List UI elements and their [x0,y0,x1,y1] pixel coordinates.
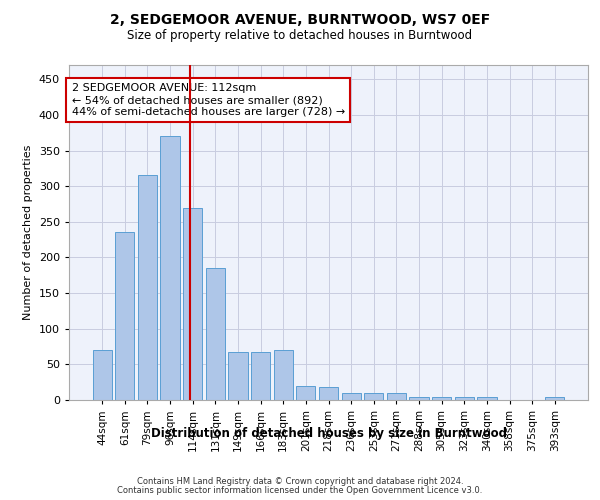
Bar [274,350,293,400]
Bar [229,352,248,400]
Y-axis label: Number of detached properties: Number of detached properties [23,145,33,320]
Text: 2, SEDGEMOOR AVENUE, BURNTWOOD, WS7 0EF: 2, SEDGEMOOR AVENUE, BURNTWOOD, WS7 0EF [110,12,490,26]
Bar [319,387,338,400]
Bar [206,268,225,400]
Bar [409,397,428,400]
Bar [251,352,270,400]
Bar [387,393,406,400]
Bar [432,397,451,400]
Bar [296,386,316,400]
Bar [341,393,361,400]
Bar [183,208,202,400]
Bar [364,393,383,400]
Bar [115,232,134,400]
Text: Size of property relative to detached houses in Burntwood: Size of property relative to detached ho… [127,29,473,42]
Bar [92,350,112,400]
Bar [545,397,565,400]
Bar [138,175,157,400]
Bar [160,136,180,400]
Text: 2 SEDGEMOOR AVENUE: 112sqm
← 54% of detached houses are smaller (892)
44% of sem: 2 SEDGEMOOR AVENUE: 112sqm ← 54% of deta… [71,84,345,116]
Text: Contains HM Land Registry data © Crown copyright and database right 2024.: Contains HM Land Registry data © Crown c… [137,477,463,486]
Text: Distribution of detached houses by size in Burntwood: Distribution of detached houses by size … [151,428,507,440]
Bar [455,397,474,400]
Bar [477,397,497,400]
Text: Contains public sector information licensed under the Open Government Licence v3: Contains public sector information licen… [118,486,482,495]
